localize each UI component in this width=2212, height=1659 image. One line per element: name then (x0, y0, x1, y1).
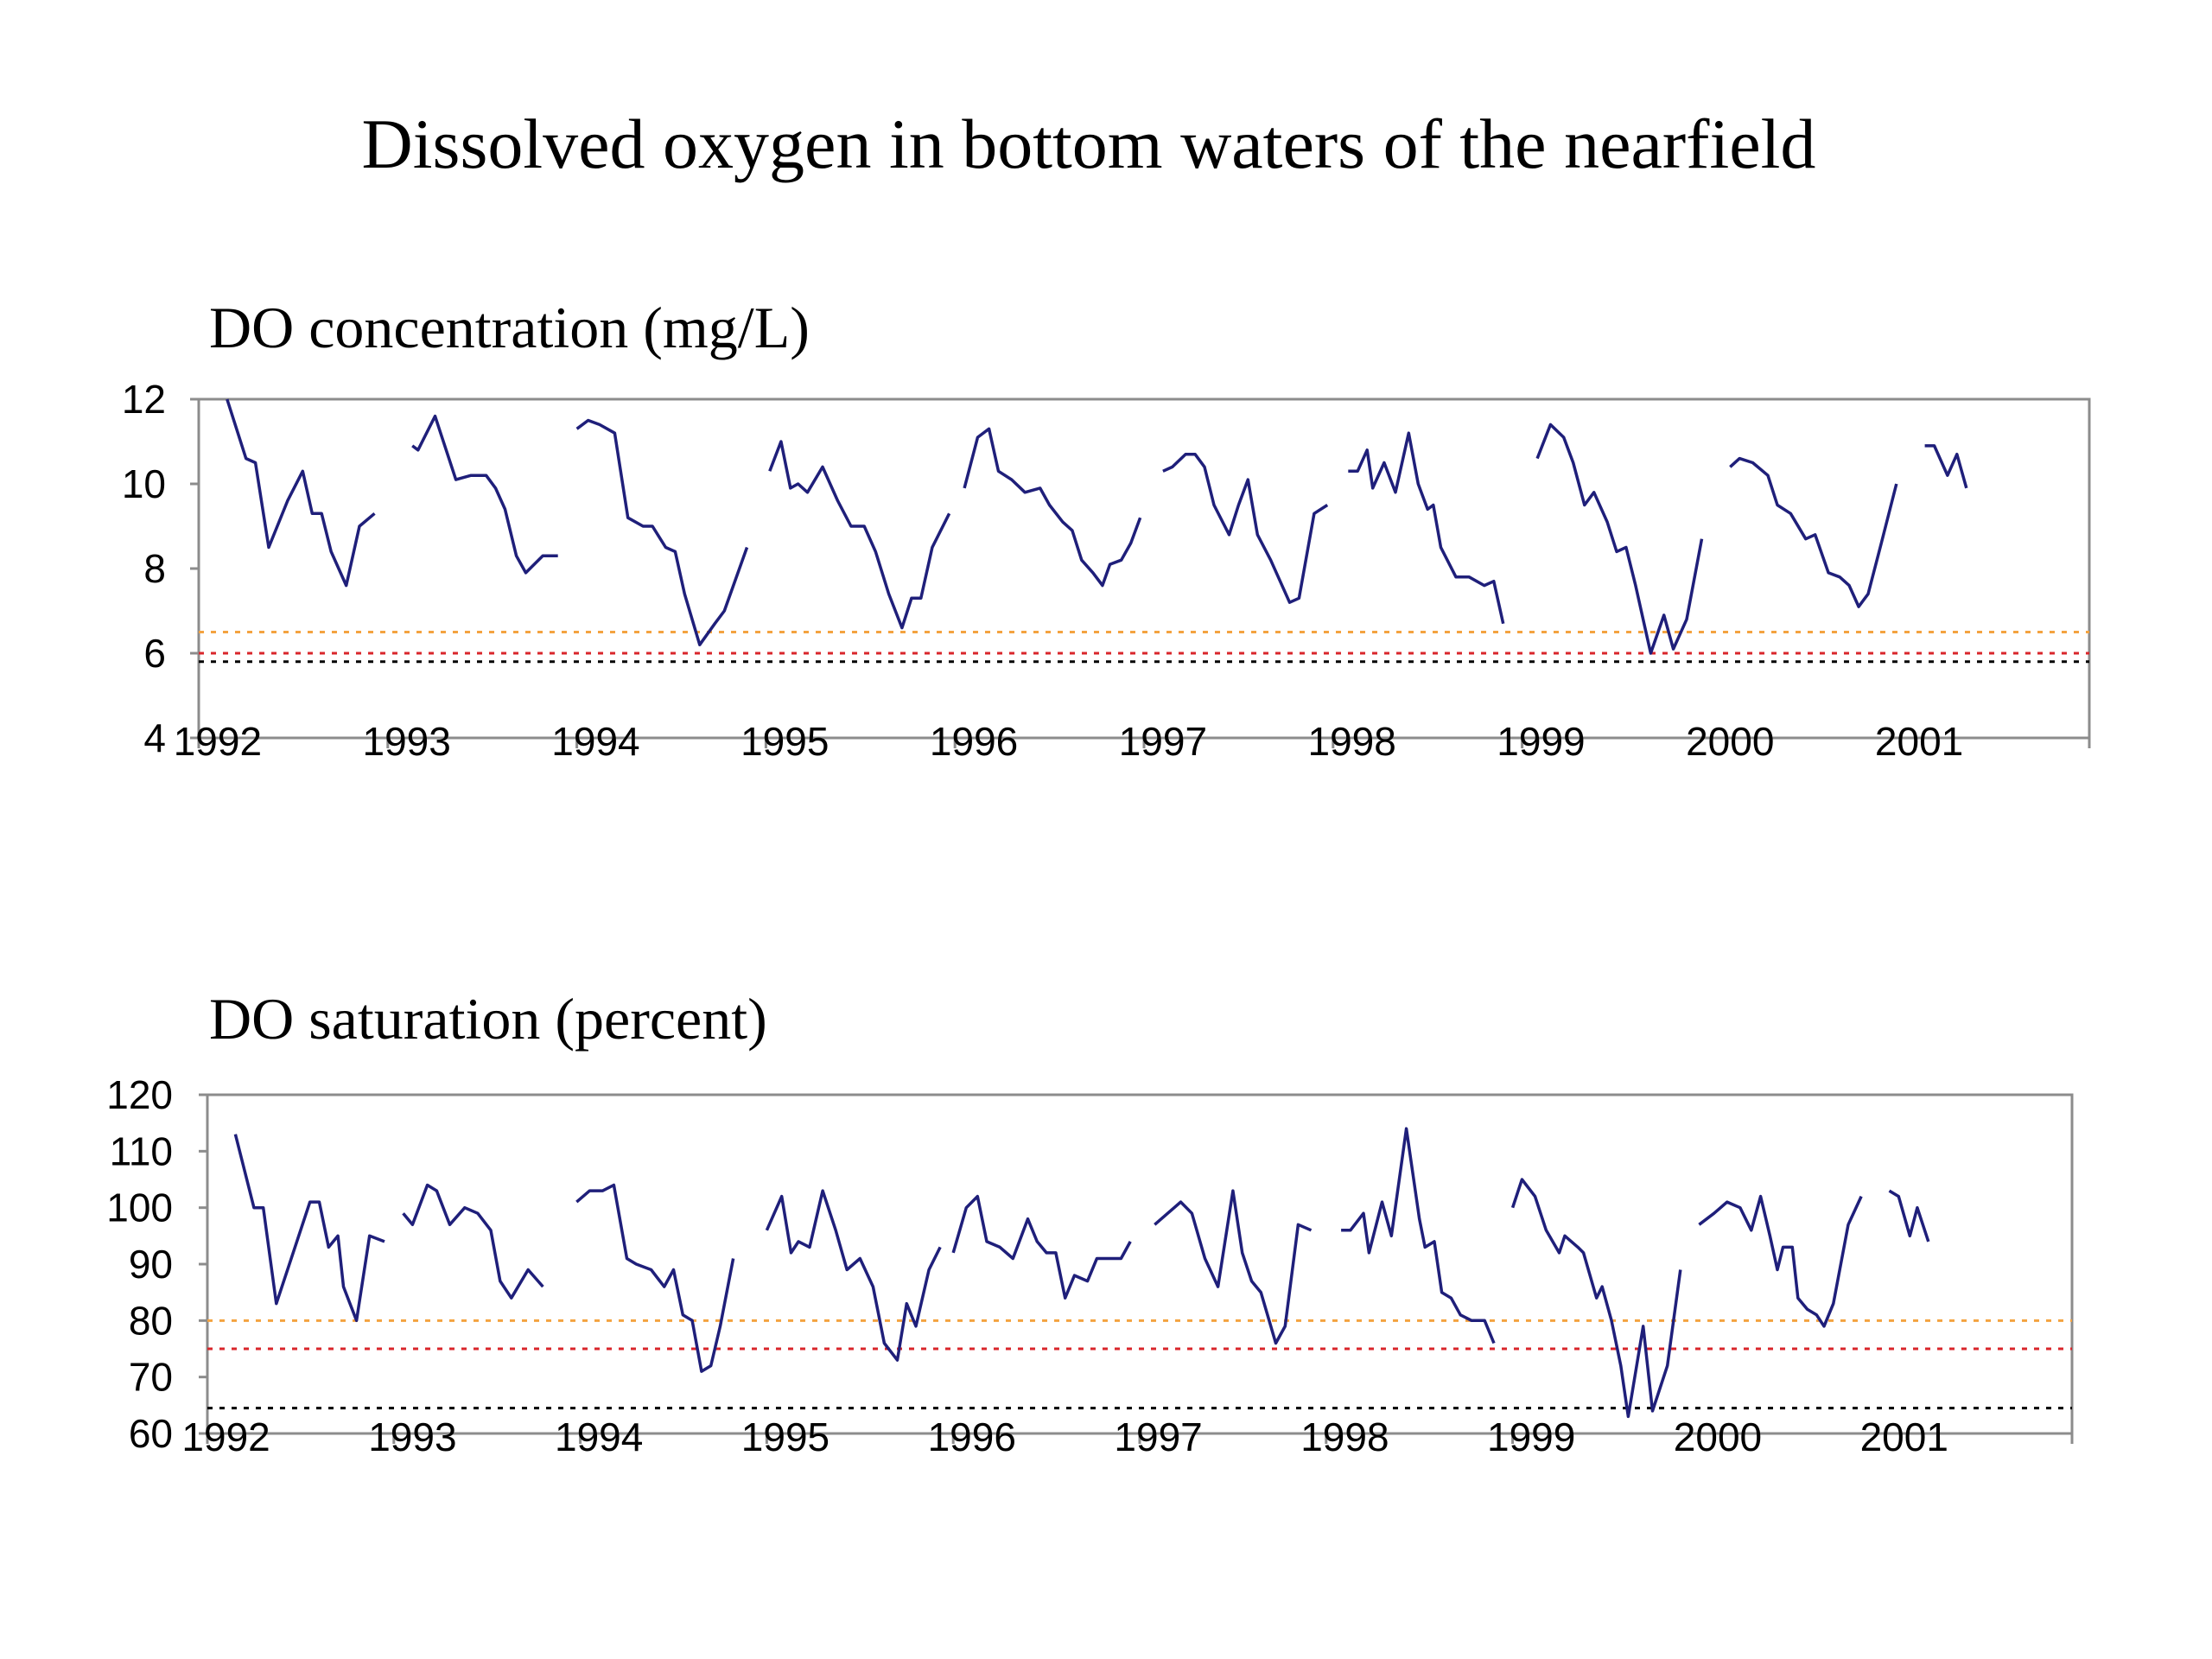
x-tick-label: 1993 (363, 719, 451, 764)
series-line-segment (1924, 444, 1968, 489)
y-tick-label: 12 (122, 377, 166, 422)
series-line-segment (411, 414, 558, 575)
y-tick-label: 100 (106, 1185, 173, 1230)
series-line-segment (575, 418, 749, 646)
x-tick-label: 1999 (1497, 719, 1585, 764)
series-line-segment (575, 1183, 735, 1373)
chart-title-saturation: DO saturation (percent) (209, 986, 767, 1052)
y-tick-label: 4 (143, 715, 166, 760)
y-tick-label: 80 (129, 1298, 173, 1343)
y-tick-label: 70 (129, 1355, 173, 1400)
series-line-segment (963, 427, 1142, 588)
plot-frame (206, 1093, 2074, 1435)
series-line-segment (226, 398, 376, 588)
x-tick-label: 1995 (741, 719, 829, 764)
series-line-segment (1535, 423, 1704, 655)
series-line-segment (1154, 1189, 1313, 1345)
x-tick-label: 1994 (555, 1414, 643, 1459)
series-line-segment (951, 1194, 1132, 1300)
series-line-segment (1888, 1189, 1930, 1243)
series-line-segment (402, 1183, 544, 1300)
series-line-segment (1348, 431, 1505, 625)
x-tick-label: 1998 (1308, 719, 1396, 764)
y-tick-label: 60 (129, 1411, 173, 1456)
series-line-segment (765, 1189, 942, 1362)
series-line-segment (1698, 1194, 1863, 1328)
x-tick-label: 2001 (1875, 719, 1963, 764)
x-tick-label: 2000 (1686, 719, 1774, 764)
series-line-segment (1729, 456, 1898, 608)
plot-frame (197, 397, 2091, 740)
x-tick-label: 1992 (181, 1414, 270, 1459)
y-tick-label: 120 (106, 1072, 173, 1117)
saturation-chart: 60 70 80 90 100 110 120 1992 1993 1994 1995 1996 199… (106, 1072, 2074, 1459)
x-tick-label: 2001 (1860, 1414, 1948, 1459)
series-line-segment (1510, 1178, 1682, 1419)
x-tick-label: 1997 (1114, 1414, 1202, 1459)
y-tick-label: 90 (129, 1242, 173, 1287)
x-tick-label: 1999 (1487, 1414, 1575, 1459)
y-tick-label: 10 (122, 461, 166, 506)
y-tick-label: 110 (110, 1128, 173, 1173)
x-tick-label: 2000 (1674, 1414, 1762, 1459)
x-tick-label: 1995 (741, 1414, 830, 1459)
x-tick-label: 1992 (174, 719, 262, 764)
x-tick-label: 1996 (930, 719, 1018, 764)
x-tick-label: 1997 (1119, 719, 1207, 764)
y-tick-label: 8 (143, 546, 166, 591)
series-line-segment (233, 1134, 385, 1323)
x-tick-label: 1994 (551, 719, 639, 764)
series-line-segment (1341, 1127, 1496, 1344)
chart-title-concentration: DO concentration (mg/L) (209, 295, 810, 360)
series-line-segment (768, 440, 951, 630)
x-tick-label: 1996 (928, 1414, 1016, 1459)
series-line-segment (1162, 452, 1329, 604)
page-title: Dissolved oxygen in bottom waters of the… (361, 105, 1816, 183)
y-tick-label: 6 (143, 631, 166, 676)
x-tick-label: 1998 (1300, 1414, 1389, 1459)
concentration-chart: 4 6 8 10 12 1992 1993 1994 1995 1996 1997 1998 1999 2… (122, 377, 2091, 764)
x-tick-label: 1993 (368, 1414, 456, 1459)
